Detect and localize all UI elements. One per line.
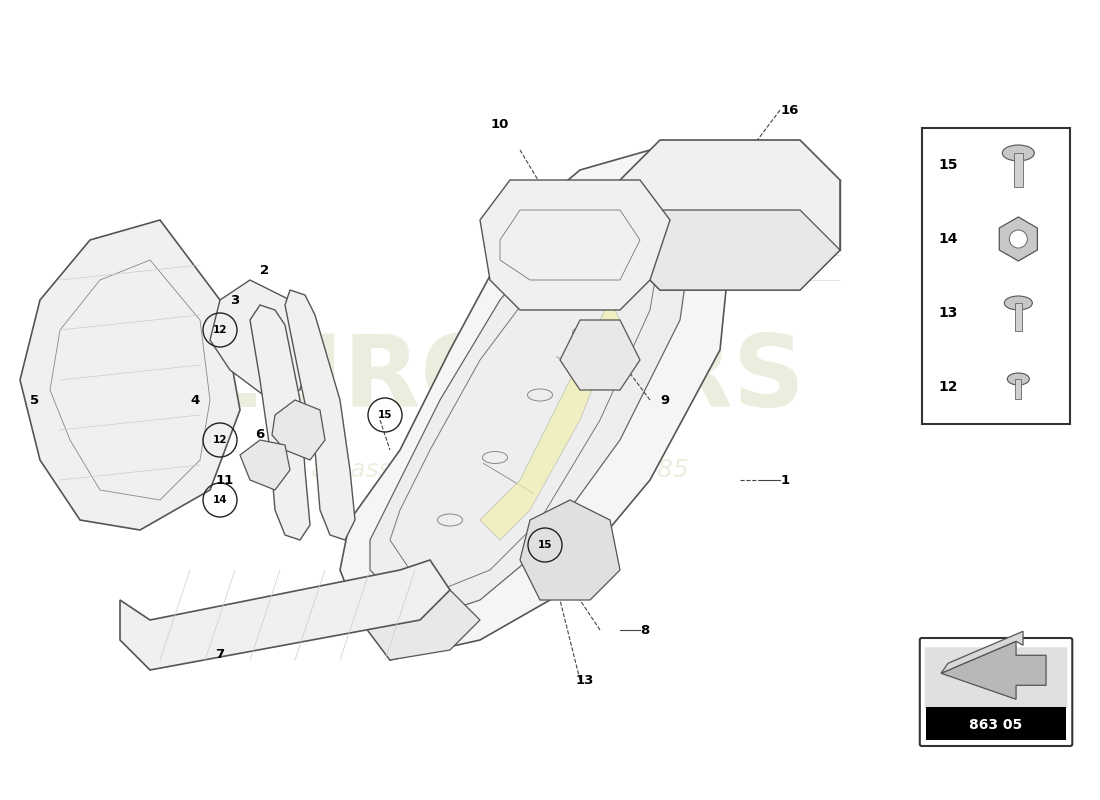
FancyBboxPatch shape <box>920 638 1072 746</box>
Text: 16: 16 <box>781 103 800 117</box>
Polygon shape <box>272 400 324 460</box>
Polygon shape <box>480 180 670 310</box>
Text: 3: 3 <box>230 294 240 306</box>
Text: 1: 1 <box>780 474 790 486</box>
Text: 5: 5 <box>31 394 40 406</box>
Polygon shape <box>480 300 620 540</box>
Text: 7: 7 <box>216 649 224 662</box>
Circle shape <box>1010 230 1027 248</box>
Text: EUROCARS: EUROCARS <box>195 331 805 429</box>
Text: 12: 12 <box>212 435 228 445</box>
Polygon shape <box>210 280 310 400</box>
Text: 13: 13 <box>938 306 958 320</box>
Text: 10: 10 <box>491 118 509 131</box>
Bar <box>926 706 1066 740</box>
Text: 6: 6 <box>255 429 265 442</box>
Polygon shape <box>120 560 450 670</box>
Bar <box>1015 379 1021 399</box>
Bar <box>1014 153 1023 187</box>
Text: 2: 2 <box>261 263 270 277</box>
Ellipse shape <box>1002 145 1034 161</box>
Polygon shape <box>360 590 480 660</box>
Text: 9: 9 <box>660 394 670 406</box>
Polygon shape <box>940 642 1046 699</box>
Polygon shape <box>940 631 1023 674</box>
Polygon shape <box>285 290 355 540</box>
Polygon shape <box>560 320 640 390</box>
Polygon shape <box>520 500 620 600</box>
Ellipse shape <box>1008 373 1030 385</box>
Polygon shape <box>20 220 240 530</box>
Polygon shape <box>250 305 310 540</box>
Polygon shape <box>340 150 730 660</box>
Text: 15: 15 <box>377 410 393 420</box>
Bar <box>1015 303 1022 331</box>
Text: 11: 11 <box>216 474 234 486</box>
Polygon shape <box>620 140 840 290</box>
Text: 14: 14 <box>938 232 958 246</box>
Polygon shape <box>620 210 840 290</box>
Text: 15: 15 <box>538 540 552 550</box>
Ellipse shape <box>1004 296 1032 310</box>
Text: 863 05: 863 05 <box>969 718 1023 732</box>
FancyBboxPatch shape <box>925 647 1067 709</box>
Text: 14: 14 <box>212 495 228 505</box>
Polygon shape <box>999 217 1037 261</box>
Text: 12: 12 <box>938 380 958 394</box>
Text: 13: 13 <box>575 674 594 686</box>
Text: 8: 8 <box>640 623 650 637</box>
Text: a passion for parts since 1985: a passion for parts since 1985 <box>311 458 689 482</box>
Polygon shape <box>370 200 690 620</box>
Text: 4: 4 <box>190 394 199 406</box>
Polygon shape <box>240 440 290 490</box>
Bar <box>922 128 1070 424</box>
Text: 12: 12 <box>212 325 228 335</box>
Text: 15: 15 <box>938 158 958 172</box>
